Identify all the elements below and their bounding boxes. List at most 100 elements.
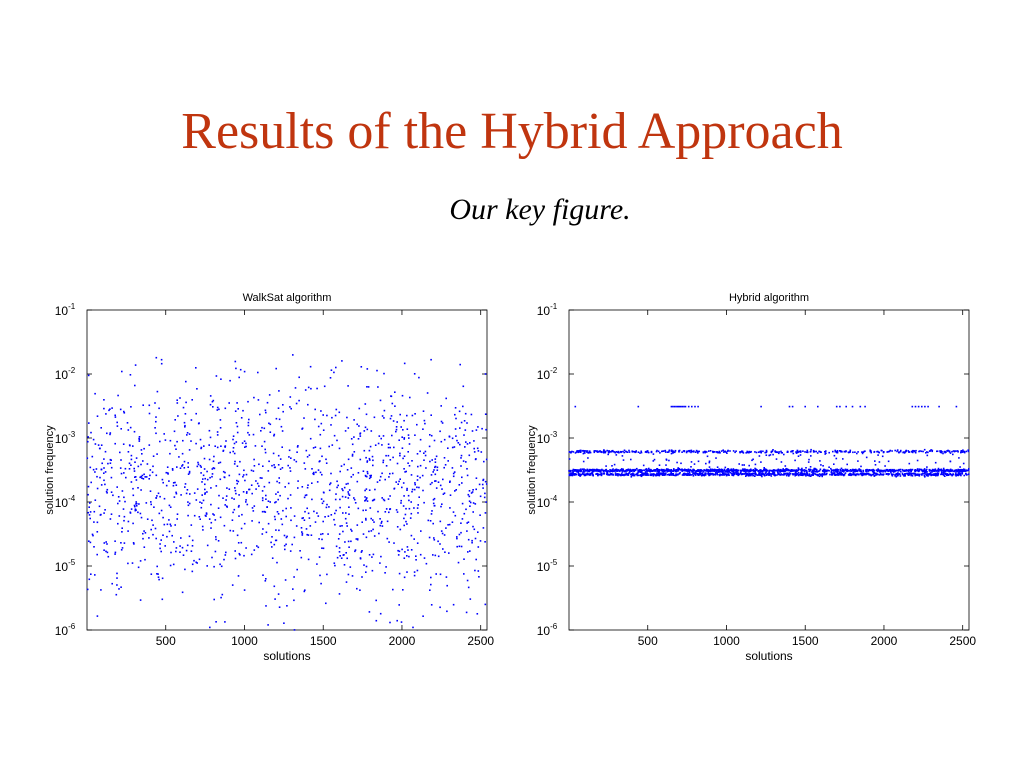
band-point <box>954 470 956 473</box>
data-point <box>278 477 280 479</box>
band-point <box>827 469 829 472</box>
sparse-row-point <box>670 405 673 408</box>
data-point <box>289 467 291 469</box>
data-point <box>165 471 168 474</box>
data-point <box>141 453 143 455</box>
data-point <box>372 464 374 467</box>
band-point <box>572 471 574 473</box>
data-point <box>436 469 439 471</box>
data-point <box>483 460 485 463</box>
band-point <box>580 468 582 470</box>
data-point <box>348 513 350 515</box>
data-point <box>123 412 126 414</box>
data-point <box>250 469 253 472</box>
data-point <box>146 518 149 520</box>
band-point <box>641 472 643 475</box>
data-point <box>379 399 382 402</box>
data-point <box>381 472 383 475</box>
data-point <box>289 406 291 408</box>
data-point <box>134 505 136 508</box>
band-point <box>801 467 803 470</box>
y-tick-exponent: -3 <box>68 430 76 439</box>
data-point <box>132 445 134 447</box>
band-point <box>821 470 824 472</box>
band-point <box>713 451 715 453</box>
data-point <box>255 480 257 482</box>
band-point <box>788 474 791 476</box>
data-point <box>383 372 385 375</box>
band-point <box>740 473 743 476</box>
data-point <box>132 494 135 497</box>
data-point <box>301 531 303 533</box>
band-point <box>943 473 945 475</box>
data-point <box>171 469 174 471</box>
y-tick-label: 10-1 <box>537 302 558 318</box>
band-point <box>717 469 719 471</box>
data-point <box>288 456 290 458</box>
data-point <box>264 451 267 454</box>
data-point <box>333 434 336 437</box>
band-point <box>904 469 906 472</box>
band-point <box>596 468 599 471</box>
y-tick-label: 10-2 <box>537 366 558 382</box>
band-point <box>960 450 963 452</box>
data-point <box>245 492 248 494</box>
data-point <box>173 430 176 433</box>
data-point <box>333 562 336 564</box>
band-point <box>689 473 691 476</box>
band-point <box>861 452 864 455</box>
data-point <box>285 543 287 546</box>
band-point <box>794 469 797 472</box>
data-point <box>313 473 315 476</box>
x-tick-label: 1000 <box>231 634 258 648</box>
between-band-point <box>926 454 929 457</box>
band-point <box>753 470 755 472</box>
band-point <box>620 468 623 470</box>
band-point <box>597 474 599 477</box>
data-point <box>235 492 237 495</box>
data-point <box>479 514 481 516</box>
data-point <box>474 503 477 505</box>
data-point <box>468 495 471 498</box>
data-point <box>419 450 421 453</box>
data-point <box>268 481 271 484</box>
data-point <box>172 484 175 487</box>
band-point <box>923 448 926 451</box>
band-point <box>659 469 661 471</box>
data-point <box>398 550 401 553</box>
data-point <box>356 423 358 426</box>
band-point <box>940 469 942 472</box>
data-point <box>261 497 264 499</box>
data-point <box>157 573 159 575</box>
data-point <box>344 517 347 520</box>
band-point <box>598 450 600 453</box>
band-point <box>759 451 762 453</box>
data-point <box>431 510 433 512</box>
data-point <box>196 488 199 490</box>
band-point <box>885 468 888 471</box>
band-point <box>765 468 768 471</box>
data-point <box>451 437 454 440</box>
band-point <box>651 473 653 475</box>
data-point <box>87 374 90 377</box>
data-point <box>224 445 227 447</box>
band-point <box>899 450 902 453</box>
band-point <box>805 467 807 469</box>
data-point <box>314 446 317 448</box>
data-point <box>100 444 103 446</box>
data-point <box>212 406 214 408</box>
data-point <box>336 556 339 559</box>
data-point <box>176 513 179 515</box>
band-point <box>640 450 642 453</box>
data-point <box>88 578 91 581</box>
band-point <box>644 471 647 473</box>
band-point <box>790 469 793 471</box>
data-point <box>422 428 424 430</box>
band-point <box>617 450 620 453</box>
band-point <box>733 473 735 475</box>
data-point <box>416 569 419 572</box>
between-band-point <box>715 457 717 459</box>
data-point <box>94 574 96 576</box>
band-point <box>928 470 931 472</box>
band-point <box>939 450 941 452</box>
